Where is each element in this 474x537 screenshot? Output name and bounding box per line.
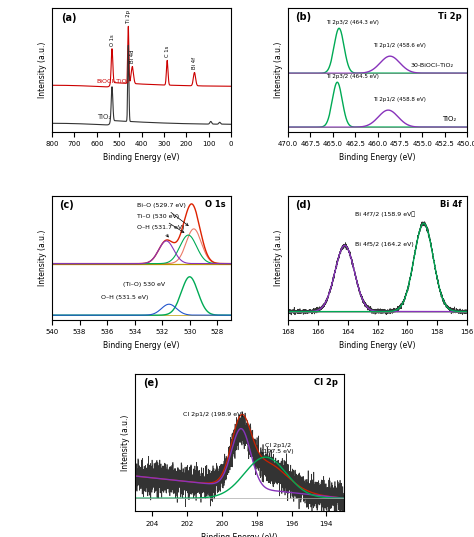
- Text: Cl 2p: Cl 2p: [313, 379, 337, 387]
- Text: Bi 4f: Bi 4f: [192, 57, 197, 69]
- Text: TiO₂: TiO₂: [97, 114, 111, 120]
- Y-axis label: Intensity (a.u.): Intensity (a.u.): [37, 230, 46, 286]
- Text: O–H (531.7 eV): O–H (531.7 eV): [137, 225, 185, 237]
- Y-axis label: Intensity (a.u.): Intensity (a.u.): [273, 42, 283, 98]
- Text: Cl 2p1/2 (198.9 eV): Cl 2p1/2 (198.9 eV): [183, 412, 244, 417]
- Text: Bi 4d: Bi 4d: [130, 50, 135, 63]
- Text: O–H (531.5 eV): O–H (531.5 eV): [101, 295, 148, 300]
- X-axis label: Binding Energy (eV): Binding Energy (eV): [339, 341, 416, 350]
- Text: Bi 4f7/2 (158.9 eV）: Bi 4f7/2 (158.9 eV）: [355, 212, 415, 217]
- Text: Ti 2p1/2 (458.8 eV): Ti 2p1/2 (458.8 eV): [373, 97, 426, 102]
- Text: (b): (b): [295, 12, 311, 22]
- Text: TiO₂: TiO₂: [442, 116, 456, 122]
- Text: Ti 2p1/2 (458.6 eV): Ti 2p1/2 (458.6 eV): [373, 43, 426, 48]
- Text: (d): (d): [295, 200, 311, 209]
- Text: BiOCl–TiO₂: BiOCl–TiO₂: [97, 79, 130, 84]
- Text: (c): (c): [59, 200, 74, 209]
- Text: Ti 2p3/2 (464.3 eV): Ti 2p3/2 (464.3 eV): [326, 20, 379, 25]
- Y-axis label: Intensity (a.u.): Intensity (a.u.): [37, 42, 46, 98]
- Text: Ti 2p3/2 (464.5 eV): Ti 2p3/2 (464.5 eV): [326, 74, 379, 79]
- X-axis label: Binding Energy (eV): Binding Energy (eV): [201, 533, 278, 537]
- Text: Ti 2p: Ti 2p: [438, 12, 462, 21]
- Text: Bi 4f: Bi 4f: [440, 200, 462, 209]
- X-axis label: Binding Energy (eV): Binding Energy (eV): [339, 153, 416, 162]
- Text: (Ti–O) 530 eV: (Ti–O) 530 eV: [123, 282, 165, 287]
- Text: 30-BiOCl–TiO₂: 30-BiOCl–TiO₂: [410, 63, 454, 68]
- Text: Ti–O (530 eV): Ti–O (530 eV): [137, 214, 184, 233]
- Text: Bi 4f5/2 (164.2 eV): Bi 4f5/2 (164.2 eV): [355, 242, 414, 247]
- Text: (e): (e): [144, 379, 159, 388]
- Text: Bi–O (529.7 eV): Bi–O (529.7 eV): [137, 203, 188, 226]
- Text: Ti 2p: Ti 2p: [126, 10, 131, 23]
- Text: O 1s: O 1s: [109, 34, 115, 46]
- Text: C 1s: C 1s: [165, 46, 170, 57]
- X-axis label: Binding Energy (eV): Binding Energy (eV): [103, 341, 180, 350]
- Text: O 1s: O 1s: [205, 200, 226, 209]
- Y-axis label: Intensity (a.u.): Intensity (a.u.): [120, 415, 129, 471]
- Y-axis label: Intensity (a.u.): Intensity (a.u.): [273, 230, 283, 286]
- X-axis label: Binding Energy (eV): Binding Energy (eV): [103, 153, 180, 162]
- Text: Cl 2p1/2
(197.5 eV): Cl 2p1/2 (197.5 eV): [261, 442, 294, 454]
- Text: (a): (a): [61, 13, 77, 23]
